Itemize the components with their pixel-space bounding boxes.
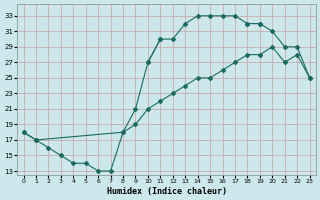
X-axis label: Humidex (Indice chaleur): Humidex (Indice chaleur) [107,187,227,196]
